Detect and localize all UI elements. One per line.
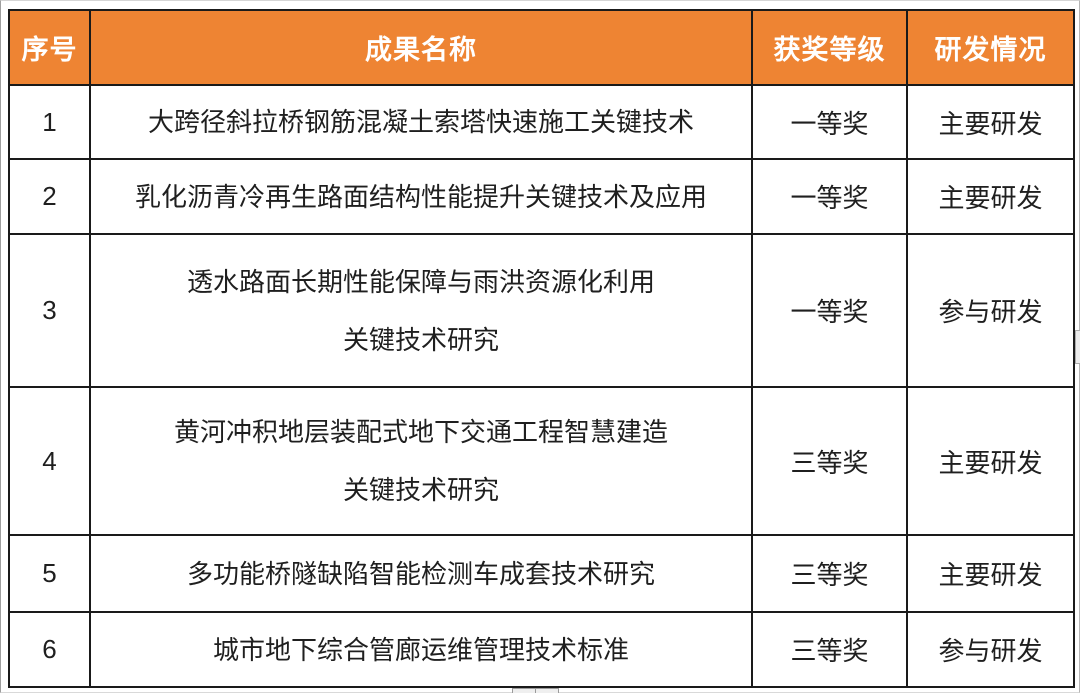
cell-achievement-name: 黄河冲积地层装配式地下交通工程智慧建造 关键技术研究 (89, 386, 753, 536)
cell-rd-status: 主要研发 (906, 158, 1075, 235)
cell-award-level: 一等奖 (751, 233, 908, 388)
cell-index: 2 (8, 158, 91, 235)
cell-achievement-name: 乳化沥青冷再生路面结构性能提升关键技术及应用 (89, 158, 753, 235)
cell-index: 6 (8, 611, 91, 688)
table-header: 序号 成果名称 获奖等级 研发情况 (8, 9, 1075, 86)
table-row: 1 大跨径斜拉桥钢筋混凝土索塔快速施工关键技术 一等奖 主要研发 (8, 84, 1075, 160)
achievement-name-line: 多功能桥隧缺陷智能检测车成套技术研究 (186, 558, 655, 589)
awards-table: 序号 成果名称 获奖等级 研发情况 1 大跨径斜拉桥钢筋混凝土索塔快速施工关键技… (8, 9, 1075, 688)
table-row: 3 透水路面长期性能保障与雨洪资源化利用 关键技术研究 一等奖 参与研发 (8, 233, 1075, 388)
header-cell-index: 序号 (8, 9, 91, 86)
cell-rd-status: 参与研发 (906, 611, 1075, 688)
scrollbar-fragment[interactable] (1075, 330, 1080, 364)
achievement-name-line: 城市地下综合管廊运维管理技术标准 (212, 634, 629, 665)
header-cell-rd-status: 研发情况 (906, 9, 1075, 86)
cell-rd-status: 主要研发 (906, 386, 1075, 536)
cell-award-level: 三等奖 (751, 611, 908, 688)
header-row: 序号 成果名称 获奖等级 研发情况 (8, 9, 1075, 86)
table-body: 1 大跨径斜拉桥钢筋混凝土索塔快速施工关键技术 一等奖 主要研发 2 乳化沥青冷… (8, 84, 1075, 688)
cell-achievement-name: 城市地下综合管廊运维管理技术标准 (89, 611, 753, 688)
cell-index: 3 (8, 233, 91, 388)
cell-achievement-name: 多功能桥隧缺陷智能检测车成套技术研究 (89, 534, 753, 613)
cell-rd-status: 主要研发 (906, 534, 1075, 613)
table-row: 6 城市地下综合管廊运维管理技术标准 三等奖 参与研发 (8, 611, 1075, 688)
cell-award-level: 一等奖 (751, 84, 908, 160)
achievement-name-line: 透水路面长期性能保障与雨洪资源化利用 (186, 266, 655, 297)
handle-segment[interactable] (536, 688, 559, 693)
cell-index: 4 (8, 386, 91, 536)
achievement-name-line: 大跨径斜拉桥钢筋混凝土索塔快速施工关键技术 (147, 107, 694, 137)
table-row: 2 乳化沥青冷再生路面结构性能提升关键技术及应用 一等奖 主要研发 (8, 158, 1075, 235)
table-resize-handle-fragment[interactable] (512, 688, 559, 693)
handle-segment[interactable] (512, 688, 536, 693)
achievement-name-line: 关键技术研究 (342, 475, 499, 505)
cell-index: 1 (8, 84, 91, 160)
achievement-name-line: 乳化沥青冷再生路面结构性能提升关键技术及应用 (134, 181, 707, 212)
cell-achievement-name: 透水路面长期性能保障与雨洪资源化利用 关键技术研究 (89, 233, 753, 388)
cell-index: 5 (8, 534, 91, 613)
cell-rd-status: 主要研发 (906, 84, 1075, 160)
cell-award-level: 三等奖 (751, 534, 908, 613)
header-cell-award-level: 获奖等级 (751, 9, 908, 86)
table-row: 4 黄河冲积地层装配式地下交通工程智慧建造 关键技术研究 三等奖 主要研发 (8, 386, 1075, 536)
header-cell-achievement-name: 成果名称 (89, 9, 753, 86)
cell-award-level: 三等奖 (751, 386, 908, 536)
achievement-name-line: 黄河冲积地层装配式地下交通工程智慧建造 (173, 417, 668, 447)
table-row: 5 多功能桥隧缺陷智能检测车成套技术研究 三等奖 主要研发 (8, 534, 1075, 613)
cell-award-level: 一等奖 (751, 158, 908, 235)
cell-rd-status: 参与研发 (906, 233, 1075, 388)
achievement-name-line: 关键技术研究 (342, 324, 499, 355)
cell-achievement-name: 大跨径斜拉桥钢筋混凝土索塔快速施工关键技术 (89, 84, 753, 160)
